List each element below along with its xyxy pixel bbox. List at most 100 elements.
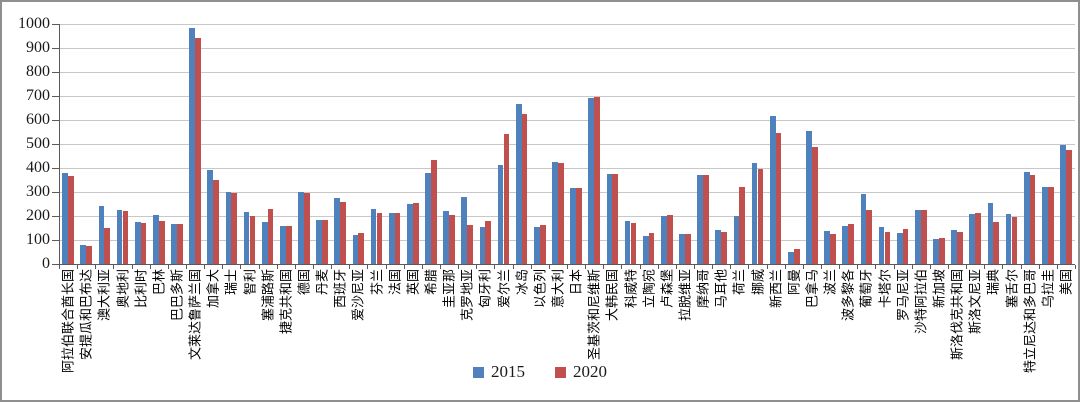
bar-2015 [225, 192, 232, 264]
y-axis-tick [52, 96, 59, 97]
gridline [59, 192, 1075, 193]
x-axis-tick [893, 265, 895, 269]
bar-2015 [751, 163, 758, 264]
x-axis-tick [222, 265, 224, 269]
y-axis-tick [52, 192, 59, 193]
x-category-label: 荷兰 [731, 269, 747, 296]
x-axis-tick [802, 265, 804, 269]
bar-2015 [842, 226, 849, 264]
x-axis-tick [839, 265, 841, 269]
bar-2020 [975, 212, 981, 264]
bar-2020 [140, 223, 147, 264]
x-axis-tick [186, 265, 187, 269]
y-tick-label: 700 [26, 87, 50, 104]
x-category-label: 斯洛文尼亚 [967, 269, 983, 335]
x-category-label: 捷克共和国 [278, 269, 294, 335]
x-category-label: 英国 [405, 269, 421, 296]
bar-2020 [775, 132, 782, 264]
x-axis-tick [113, 265, 115, 269]
x-category-label: 波兰 [822, 269, 838, 296]
gridline [59, 24, 1075, 25]
x-axis-tick [1002, 265, 1004, 269]
x-category-label: 爱尔兰 [496, 269, 511, 309]
x-axis-tick [929, 265, 931, 269]
bar-2015 [134, 221, 141, 264]
bar-2015 [298, 192, 304, 264]
x-category-label: 拉脱维亚 [677, 269, 693, 322]
x-axis-tick [294, 265, 296, 269]
bar-2015 [933, 238, 939, 264]
bar-2015 [443, 211, 450, 264]
x-category-label: 特立尼达和多巴哥 [1022, 269, 1038, 374]
x-category-label: 葡萄牙 [858, 269, 874, 309]
bar-2020 [213, 179, 219, 264]
x-category-label: 安提瓜和巴布达 [78, 269, 94, 361]
bar-2015 [769, 116, 776, 264]
x-category-label: 新加坡 [931, 269, 947, 309]
x-axis-tick [548, 265, 550, 269]
x-axis-tick [694, 265, 695, 269]
x-category-label: 瑞典 [985, 269, 1001, 296]
bar-2020 [176, 224, 183, 264]
bar-2020 [249, 216, 256, 264]
bar-2015 [1041, 186, 1048, 264]
x-category-label: 塞浦路斯 [260, 269, 276, 322]
x-axis-tick [675, 265, 677, 269]
x-category-label: 乌拉圭 [1040, 269, 1056, 309]
bar-2020 [594, 96, 600, 264]
bar-2015 [171, 223, 177, 264]
x-axis-tick [984, 265, 986, 269]
x-category-label: 立陶宛 [641, 269, 657, 309]
bar-2015 [624, 221, 631, 264]
bar-2015 [479, 227, 486, 264]
x-category-label: 冰岛 [514, 269, 530, 296]
x-category-label: 智利 [242, 269, 257, 296]
x-axis-tick [131, 265, 133, 269]
y-axis-tick [52, 216, 59, 217]
y-axis-tick [52, 240, 59, 241]
bar-2020 [485, 220, 492, 264]
bar-2015 [1023, 171, 1030, 264]
bar-2015 [189, 27, 196, 264]
x-axis-tick [403, 265, 405, 269]
x-category-label: 卡塔尔 [877, 269, 892, 309]
y-axis-line [59, 24, 60, 265]
bar-2020 [557, 163, 564, 264]
bar-2020 [104, 228, 111, 264]
x-category-label: 斯洛伐克共和国 [949, 269, 965, 361]
x-category-label: 丹麦 [314, 269, 330, 296]
bar-2015 [787, 252, 794, 264]
bar-2015 [914, 209, 921, 264]
x-axis-tick [385, 265, 387, 269]
bar-2020 [122, 210, 129, 264]
x-category-label: 科威特 [623, 269, 638, 309]
x-axis-tick [585, 265, 587, 269]
x-category-label: 美国 [1058, 269, 1074, 296]
bar-2015 [279, 226, 286, 264]
bar-2020 [68, 175, 74, 264]
x-axis-tick [621, 265, 623, 269]
x-axis-tick [1056, 265, 1058, 269]
x-axis-tick [458, 265, 460, 269]
bar-2020 [866, 209, 873, 264]
bar-2020 [412, 203, 419, 264]
x-axis-tick [440, 265, 441, 269]
x-axis-tick [875, 265, 877, 269]
y-tick-label: 300 [26, 183, 50, 200]
bar-2015 [316, 219, 323, 264]
bar-2020 [793, 248, 800, 264]
y-tick-label: 100 [26, 231, 50, 248]
y-tick-label: 400 [26, 159, 50, 176]
bar-2020 [830, 234, 836, 264]
bar-2015 [697, 174, 704, 264]
bar-2015 [515, 103, 522, 264]
legend-label-2020: 2020 [573, 362, 607, 381]
x-category-label: 法国 [387, 269, 403, 296]
x-category-label: 以色列 [532, 269, 548, 309]
x-axis-tick [530, 265, 532, 269]
y-axis-tick [52, 144, 59, 145]
bar-2020 [394, 213, 401, 264]
bar-2015 [406, 204, 413, 264]
x-axis-tick [712, 265, 714, 269]
bar-2020 [703, 174, 709, 264]
